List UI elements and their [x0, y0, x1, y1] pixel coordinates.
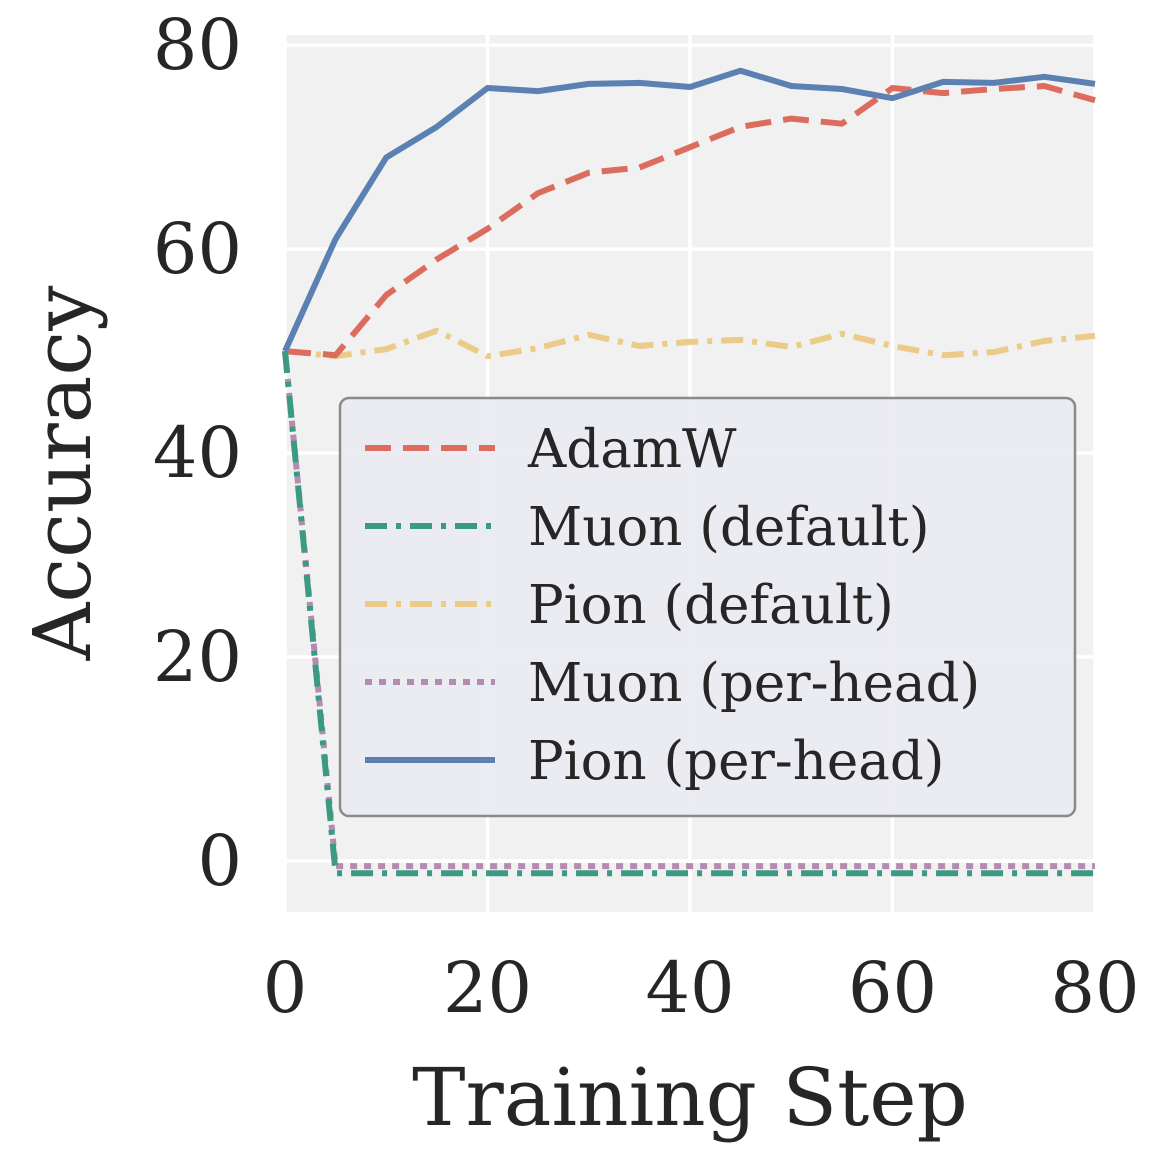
legend-label: Muon (per-head) [528, 653, 980, 714]
legend: AdamW Muon (default) Pion (default) Muon (p… [338, 396, 1077, 818]
y-tick-label: 20 [153, 616, 242, 698]
tick-labels: 0 20 40 60 80 0 20 40 60 80 [153, 4, 1140, 1029]
legend-label: Muon (default) [528, 497, 930, 558]
legend-label: AdamW [527, 419, 737, 480]
legend-box [338, 396, 1077, 818]
y-tick-label: 80 [153, 4, 242, 86]
series-line-5 [282, 67, 1096, 353]
x-tick-label: 40 [645, 947, 734, 1029]
y-tick-label: 0 [197, 820, 242, 902]
series-line-4 [282, 350, 1095, 870]
series-lines [282, 67, 1096, 877]
x-tick-label: 80 [1050, 947, 1139, 1029]
y-tick-label: 40 [153, 412, 242, 494]
legend-label: Pion (default) [528, 575, 894, 636]
series-line-1 [284, 83, 1096, 359]
legend-label: Pion (per-head) [528, 731, 944, 792]
series-line-3 [284, 327, 1096, 360]
x-tick-label: 20 [443, 947, 532, 1029]
x-tick-label: 0 [263, 947, 308, 1029]
x-axis-title: Training Step [412, 1051, 968, 1144]
y-tick-label: 60 [153, 208, 242, 290]
y-axis-title: Accuracy [16, 286, 109, 662]
x-tick-label: 60 [848, 947, 937, 1029]
